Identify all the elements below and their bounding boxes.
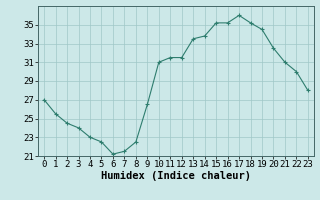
X-axis label: Humidex (Indice chaleur): Humidex (Indice chaleur)	[101, 171, 251, 181]
